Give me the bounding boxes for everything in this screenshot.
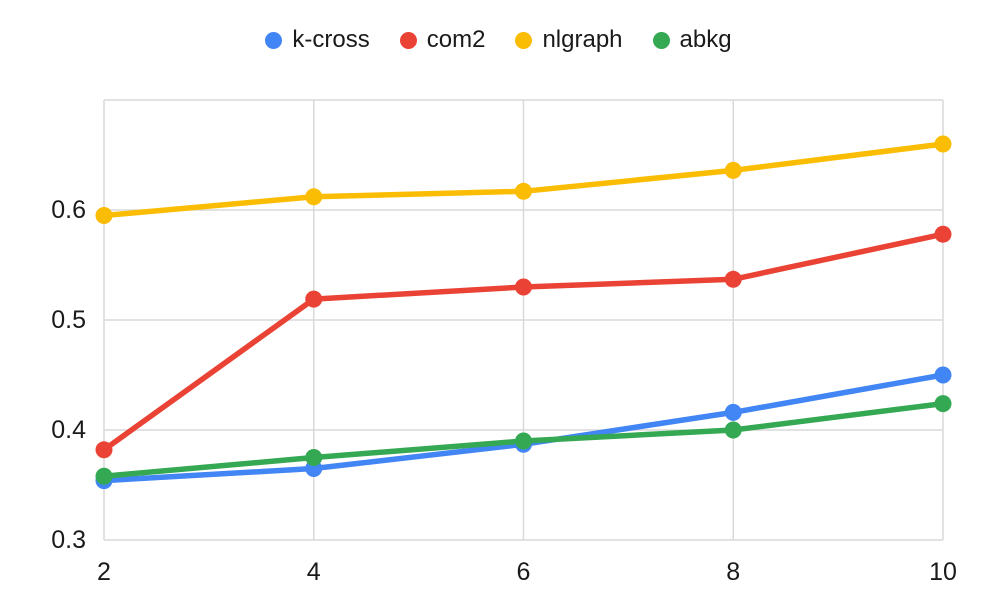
legend-item-com2: com2 bbox=[399, 26, 486, 53]
data-point-nlgraph bbox=[934, 135, 952, 153]
legend-item-nlgraph: nlgraph bbox=[515, 26, 623, 53]
data-point-nlgraph bbox=[724, 161, 742, 179]
legend-dot-k-cross bbox=[265, 31, 283, 49]
data-point-com2 bbox=[95, 441, 113, 459]
line-chart-svg: 0.3 0.4 0.5 0.6 2 4 6 8 10 bbox=[51, 99, 957, 586]
data-point-com2 bbox=[724, 270, 742, 288]
x-tick-label: 8 bbox=[726, 558, 740, 586]
data-point-k-cross bbox=[934, 366, 952, 384]
data-point-com2 bbox=[305, 290, 323, 308]
data-point-nlgraph bbox=[95, 207, 113, 224]
legend-dot-abkg bbox=[652, 31, 670, 49]
legend-label-com2: com2 bbox=[426, 26, 486, 53]
x-tick-label: 6 bbox=[517, 558, 531, 586]
data-point-nlgraph bbox=[515, 182, 532, 200]
legend-dot-com2 bbox=[399, 31, 417, 49]
y-tick-label: 0.3 bbox=[51, 526, 86, 554]
data-point-k-cross bbox=[724, 403, 742, 421]
data-point-abkg bbox=[305, 449, 323, 466]
x-tick-label: 2 bbox=[97, 558, 111, 586]
legend-item-k-cross: k-cross bbox=[265, 26, 370, 53]
y-tick-label: 0.5 bbox=[51, 306, 86, 334]
legend-label-nlgraph: nlgraph bbox=[542, 26, 623, 53]
x-tick-label: 4 bbox=[307, 558, 321, 586]
data-point-abkg bbox=[515, 432, 532, 450]
x-tick-label: 10 bbox=[929, 558, 957, 586]
data-point-nlgraph bbox=[305, 188, 323, 206]
y-tick-label: 0.6 bbox=[51, 196, 86, 224]
data-point-com2 bbox=[934, 225, 952, 243]
chart-legend: k-cross com2 nlgraph abkg bbox=[0, 28, 997, 52]
line-chart: 0.3 0.4 0.5 0.6 2 4 6 8 10 bbox=[0, 80, 997, 616]
legend-label-k-cross: k-cross bbox=[292, 26, 370, 53]
data-point-abkg bbox=[724, 421, 742, 439]
legend-item-abkg: abkg bbox=[652, 26, 732, 53]
data-point-com2 bbox=[515, 278, 532, 296]
legend-label-abkg: abkg bbox=[679, 26, 732, 53]
legend-dot-nlgraph bbox=[515, 31, 533, 49]
data-point-abkg bbox=[934, 395, 952, 413]
data-point-abkg bbox=[95, 467, 113, 485]
y-tick-label: 0.4 bbox=[51, 416, 86, 444]
